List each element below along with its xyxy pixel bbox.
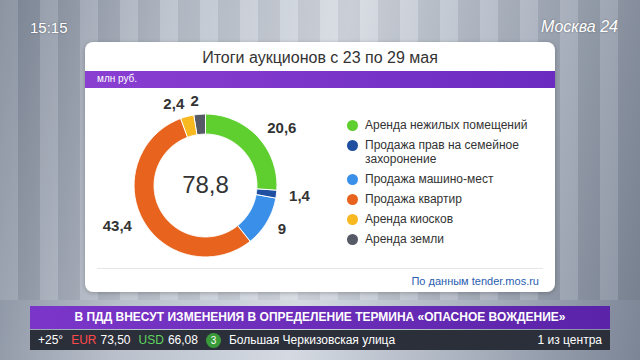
html-text:15:15: 15:15	[30, 19, 68, 36]
html-text:Москва 24: Москва 24	[541, 18, 618, 35]
html-text:Большая Черкизовская улица: Большая Черкизовская улица	[228, 333, 396, 347]
html-text:В ПДД ВНЕСУТ ИЗМЕНЕНИЯ В ОПРЕД: В ПДД ВНЕСУТ ИЗМЕНЕНИЯ В ОПРЕДЕЛЕНИЕ ТЕР…	[74, 310, 566, 324]
svg-text:2,4: 2,4	[163, 95, 185, 112]
html-text:Продажа машино-мест: Продажа машино-мест	[365, 172, 494, 186]
html-text:Аренда нежилых помещений: Аренда нежилых помещений	[365, 118, 528, 132]
html-text:Продажа квартир: Продажа квартир	[365, 192, 462, 206]
html-text:Продажа прав на семейное захор: Продажа прав на семейное захоронение	[365, 138, 519, 166]
html-text:+25°: +25°	[38, 333, 64, 347]
svg-text:20,6: 20,6	[267, 119, 296, 136]
html-text:3: 3	[210, 334, 217, 346]
html-text:EUR 73,50: EUR 73,50	[71, 333, 131, 347]
html-text:По данным tender.mos.ru: По данным tender.mos.ru	[411, 275, 539, 287]
svg-text:9: 9	[278, 220, 286, 237]
html-text:млн руб.: млн руб.	[97, 73, 138, 84]
svg-text:43,4: 43,4	[103, 217, 133, 234]
html-text:Аренда земли: Аренда земли	[365, 232, 444, 246]
svg-text:2: 2	[190, 92, 198, 109]
html-text:Итоги аукционов с 23 по 29 мая: Итоги аукционов с 23 по 29 мая	[202, 49, 438, 66]
svg-text:1,4: 1,4	[289, 187, 311, 204]
html-text:USD 66,08: USD 66,08	[138, 333, 198, 347]
html-text:1 из центра: 1 из центра	[537, 333, 602, 347]
svg-text:78,8: 78,8	[182, 171, 229, 198]
html-text:Аренда киосков: Аренда киосков	[365, 212, 454, 226]
